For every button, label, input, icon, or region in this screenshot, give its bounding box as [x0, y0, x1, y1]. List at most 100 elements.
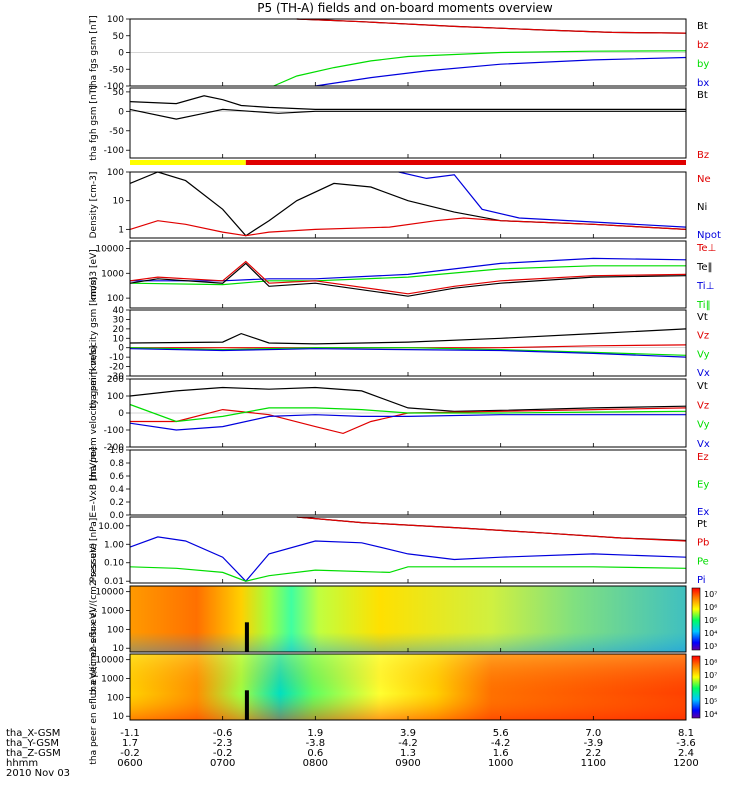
velocity_large-series-vt — [129, 386, 687, 412]
efield-ytick-label: 1.0 — [110, 446, 125, 456]
velocity_small-legend-1: Vz — [697, 331, 709, 342]
fgh-ytick-label: -50 — [109, 127, 124, 137]
peer-colorbar — [691, 655, 701, 719]
peer-ytick-label: 100 — [107, 693, 124, 703]
velocity_small-ytick-label: -10 — [109, 353, 124, 363]
peir-ytick-label: 1000 — [101, 607, 124, 617]
time-col-z: 1.6 — [493, 748, 509, 759]
fgh-ytick-label: -100 — [104, 146, 125, 156]
panel-efield: 1.0 0.8 0.6 0.4 0.2 0.0 E=-VxB [mV/m] Ez Ey Ex — [89, 446, 709, 521]
status-bar — [130, 160, 687, 165]
temp-ytick-label: 1000 — [101, 269, 124, 279]
temp-legend-2: Ti⊥ — [696, 281, 714, 292]
time-col-y: -4.2 — [491, 738, 511, 749]
time-col-t: 0600 — [117, 758, 142, 769]
pressure-ylabel: Pressure [nPa] — [89, 518, 99, 583]
density-series-ni — [129, 171, 687, 237]
peer-ylabel: tha peer en eflux eV/(cm2-s-sr-eV) — [89, 609, 99, 764]
time-col-z: -0.2 — [120, 748, 140, 759]
row-label-y: tha_Y-GSM — [6, 738, 59, 749]
time-col-x: 7.0 — [585, 728, 601, 739]
velocity_small-ytick-label: 40 — [113, 306, 125, 316]
time-col-z: 2.4 — [678, 748, 694, 759]
fgh-ylabel: tha fgh gsm [nT] — [89, 85, 99, 160]
peer-colorbar-tick: 10⁸ — [704, 658, 717, 667]
density-ytick-label: 10 — [113, 197, 125, 207]
fgs-series-bz — [296, 18, 687, 34]
fgs-ytick-label: 50 — [113, 32, 125, 42]
peer-gap-marker — [244, 690, 249, 720]
time-col-z: -0.2 — [213, 748, 233, 759]
fgs-ytick-label: 0 — [118, 49, 124, 59]
fgh-legend-0: Bt — [697, 90, 708, 101]
peir-colorbar — [691, 587, 701, 651]
velocity_large-ytick-label: 200 — [107, 375, 124, 385]
peir-colorbar-tick: 10⁵ — [704, 616, 717, 625]
peer-ytick-label: 10000 — [95, 656, 124, 666]
status-bar-yellow — [130, 160, 246, 165]
pressure-legend-1: Pb — [697, 538, 709, 549]
temp-legend-3: Ti‖ — [696, 300, 711, 311]
fgs-series-by — [273, 50, 687, 87]
time-col-y: -3.9 — [584, 738, 604, 749]
velocity_small-ytick-label: -20 — [109, 363, 124, 373]
fgh-series-by — [129, 108, 686, 120]
velocity_small-plot-area — [130, 310, 686, 376]
peer-ytick-label: 10 — [113, 712, 125, 722]
peir-ytick-label: 10000 — [95, 588, 124, 598]
time-col-z: 1.3 — [400, 748, 416, 759]
efield-ylabel: E=-VxB [mV/m] — [89, 447, 99, 517]
fgs-ytick-label: -50 — [109, 65, 124, 75]
peer-colorbar-tick: 10⁴ — [704, 710, 717, 719]
figure-title: P5 (TH-A) fields and on-board moments ov… — [257, 1, 553, 15]
time-axis: tha_X-GSM tha_Y-GSM tha_Z-GSM hhmm 2010 … — [6, 728, 699, 779]
peir-colorbar-tick: 10⁷ — [704, 590, 717, 599]
temp-legend-1: Te‖ — [696, 262, 713, 273]
velocity_small-series-vy — [129, 347, 687, 356]
peir-colorbar-tick: 10⁶ — [704, 603, 717, 612]
peir-ylabel: tha peir en eflux eV/(cm2-s-sr-eV) — [89, 543, 99, 695]
velocity_small-ytick-label: 30 — [113, 315, 125, 325]
time-col-x: 3.9 — [400, 728, 416, 739]
temp-legend-0: Te⊥ — [696, 243, 716, 254]
fgs-ytick-label: -100 — [104, 82, 125, 92]
velocity_large-legend-1: Vz — [697, 400, 709, 411]
pressure-legend-0: Pt — [697, 519, 707, 530]
velocity_large-legend-3: Vx — [697, 439, 710, 450]
velocity_large-series-vz — [130, 407, 687, 435]
fgs-ylabel: tha fgs gsm [nT] — [89, 15, 99, 89]
time-col-t: 0900 — [395, 758, 420, 769]
temp-ytick-label: 100 — [107, 294, 124, 304]
panel-fgs: 100 50 0 -50 -100 tha fgs gsm [nT] Bt bz by bx — [89, 15, 709, 92]
peir-ytick-label: 10 — [113, 644, 125, 654]
row-label-z: tha_Z-GSM — [6, 748, 61, 759]
velocity_large-ytick-label: 100 — [107, 392, 124, 402]
fgs-legend-0: Bt — [697, 21, 708, 32]
time-col-x: 8.1 — [678, 728, 694, 739]
time-col-x: 5.6 — [493, 728, 509, 739]
pressure-ytick-label: 0.01 — [104, 577, 124, 587]
efield-legend-0: Ez — [697, 452, 709, 463]
time-col-x: -0.6 — [213, 728, 233, 739]
time-col-t: 0700 — [210, 758, 235, 769]
time-columns: -1.11.7-0.20600-0.6-2.3-0.207001.9-3.80.… — [117, 728, 698, 769]
peer-colorbar-tick: 10⁷ — [704, 671, 717, 680]
density-series-ne — [129, 217, 687, 237]
fgs-legend-2: by — [697, 59, 709, 70]
pressure-series-pe — [129, 566, 687, 582]
efield-legend-2: Ex — [697, 507, 709, 518]
density-ytick-label: 100 — [107, 168, 124, 178]
velocity_small-ytick-label: 10 — [113, 334, 125, 344]
peir-colorbar-tick: 10⁴ — [704, 629, 717, 638]
pressure-series-pb — [296, 516, 687, 542]
velocity_large-ylabel: tha peem velocity gsm [km/s] — [89, 346, 99, 481]
time-col-y: -3.6 — [676, 738, 696, 749]
peir-colorbar-tick: 10³ — [704, 642, 717, 651]
velocity_large-legend-2: Vy — [697, 420, 710, 431]
efield-ytick-label: 0.0 — [110, 511, 125, 521]
velocity_large-ytick-label: -200 — [104, 443, 125, 453]
panel-temp: 10000 1000 100 mom3 [eV] Te⊥ Te‖ Ti⊥ Ti‖ — [89, 240, 716, 311]
